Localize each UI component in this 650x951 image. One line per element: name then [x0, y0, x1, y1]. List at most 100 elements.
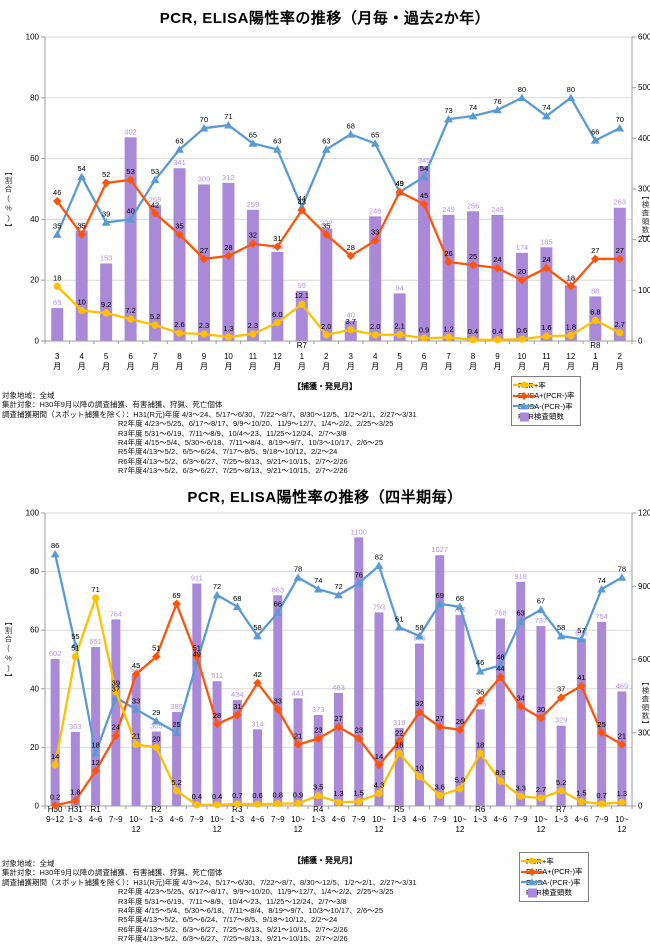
svg-text:月: 月 — [322, 362, 330, 371]
svg-text:39: 39 — [102, 209, 110, 218]
svg-text:31: 31 — [273, 234, 281, 243]
svg-text:0.6: 0.6 — [252, 791, 262, 800]
svg-text:10~: 10~ — [291, 815, 305, 824]
svg-text:6.0: 6.0 — [272, 310, 282, 319]
svg-text:0.4: 0.4 — [192, 792, 202, 801]
svg-text:月: 月 — [53, 362, 61, 371]
svg-text:434: 434 — [231, 690, 244, 699]
svg-text:18: 18 — [53, 273, 61, 282]
svg-text:R1: R1 — [90, 805, 101, 814]
series-pcr-head-count-bars — [50, 537, 627, 806]
svg-text:7: 7 — [446, 352, 451, 361]
svg-text:7~9: 7~9 — [190, 815, 204, 824]
note-line: 対象地域：全域 — [2, 391, 55, 400]
svg-text:309: 309 — [198, 174, 211, 183]
note-line: R2年度 4/23～5/25、6/17～8/17、9/9～10/20、11/9～… — [118, 419, 394, 429]
svg-text:0: 0 — [638, 802, 643, 811]
svg-text:469: 469 — [616, 681, 629, 690]
svg-text:68: 68 — [347, 121, 355, 130]
svg-text:月: 月 — [224, 362, 232, 371]
svg-text:4~6: 4~6 — [170, 815, 184, 824]
svg-text:27: 27 — [334, 714, 342, 723]
svg-text:1.8: 1.8 — [566, 323, 576, 332]
svg-text:37: 37 — [557, 685, 565, 694]
series-line-elisa_minus — [52, 93, 625, 238]
svg-text:月: 月 — [493, 362, 501, 371]
svg-text:21: 21 — [618, 731, 626, 740]
svg-text:54: 54 — [78, 164, 86, 173]
svg-text:28: 28 — [347, 243, 355, 252]
svg-text:45: 45 — [420, 191, 428, 200]
svg-text:1027: 1027 — [431, 545, 448, 554]
svg-text:67: 67 — [537, 597, 545, 606]
chart2-xaxis-title: 【捕獲・発見月】 — [293, 856, 357, 865]
svg-text:71: 71 — [91, 585, 99, 594]
svg-text:737: 737 — [535, 616, 548, 625]
legend-item-bars: PCR検査頭数 — [518, 412, 574, 423]
svg-text:月: 月 — [249, 362, 257, 371]
svg-text:305: 305 — [150, 722, 163, 731]
svg-text:月: 月 — [591, 362, 599, 371]
series-line-elisa_plus — [52, 175, 625, 291]
svg-text:66: 66 — [591, 127, 599, 136]
svg-text:3.5: 3.5 — [313, 783, 323, 792]
svg-text:51: 51 — [193, 644, 201, 653]
svg-text:25: 25 — [469, 252, 477, 261]
legend-label: PCR検査頭数 — [526, 888, 572, 898]
svg-text:10~: 10~ — [372, 815, 386, 824]
svg-text:500: 500 — [638, 83, 650, 92]
chart1-notes: 対象地域：全域 集計対象：H30年9月以降の調査捕獲、有害捕獲、狩猟、死亡個体 調査… — [2, 391, 417, 476]
svg-text:55: 55 — [71, 632, 79, 641]
svg-text:月: 月 — [200, 362, 208, 371]
svg-text:1.2: 1.2 — [443, 324, 453, 333]
svg-text:1.3: 1.3 — [223, 324, 233, 333]
svg-text:40: 40 — [126, 206, 134, 215]
svg-text:18: 18 — [567, 273, 575, 282]
svg-text:月: 月 — [445, 362, 453, 371]
svg-text:7: 7 — [153, 352, 158, 361]
svg-text:12: 12 — [294, 825, 303, 834]
chart1-legend: PCR+率 ELISA+(PCR-)率 ELISA-(PCR-)率 PCR検査頭数 — [511, 376, 582, 426]
svg-text:月: 月 — [396, 362, 404, 371]
svg-text:42: 42 — [253, 670, 261, 679]
svg-text:1.5: 1.5 — [354, 789, 364, 798]
svg-text:20: 20 — [30, 276, 39, 285]
svg-text:H31: H31 — [68, 805, 83, 814]
svg-text:5: 5 — [104, 352, 109, 361]
svg-text:63: 63 — [273, 136, 281, 145]
value-labels-pcr: 14 51 71 39 21 20 5.2 0.4 0.4 0.7 0.6 0.8 0.9 3.5 1.3 1… — [51, 585, 627, 801]
svg-text:10~: 10~ — [615, 815, 629, 824]
svg-text:9.2: 9.2 — [101, 300, 111, 309]
svg-text:63: 63 — [322, 136, 330, 145]
svg-text:0: 0 — [35, 337, 40, 346]
svg-text:0: 0 — [35, 802, 40, 811]
svg-text:36: 36 — [476, 688, 484, 697]
svg-text:21: 21 — [294, 731, 302, 740]
svg-text:月: 月 — [273, 362, 281, 371]
svg-text:9: 9 — [202, 352, 207, 361]
svg-text:74: 74 — [597, 576, 605, 585]
svg-text:14: 14 — [375, 752, 383, 761]
svg-text:80: 80 — [30, 567, 39, 576]
svg-text:12: 12 — [536, 825, 545, 834]
svg-text:63: 63 — [517, 608, 525, 617]
svg-text:1~3: 1~3 — [392, 815, 406, 824]
svg-text:345: 345 — [418, 156, 431, 165]
svg-text:R3: R3 — [232, 805, 243, 814]
svg-text:11: 11 — [249, 352, 258, 361]
axes: 0 20 40 60 80 100 0 100 200 300 400 500 600 — [26, 33, 650, 346]
elisa_minus-marker-icon — [521, 878, 543, 886]
svg-text:3.3: 3.3 — [515, 783, 525, 792]
value-labels-elisa_plus: 0.2 1.8 12 24 45 51 69 51 28 31 42 33 21 23 27 23 14 22 32… — [50, 591, 626, 802]
svg-text:312: 312 — [222, 173, 235, 182]
note-line: R2年度 4/23～5/25、6/17～8/17、9/9～10/20、11/9～… — [118, 887, 394, 897]
chart2-legend: PCR+率 ELISA+(PCR-)率 ELISA-(PCR-)率 PCR検査頭数 — [519, 852, 590, 902]
svg-text:0.9: 0.9 — [293, 790, 303, 799]
svg-text:25: 25 — [597, 720, 605, 729]
svg-text:0.7: 0.7 — [596, 791, 606, 800]
svg-text:329: 329 — [555, 716, 568, 725]
svg-text:月: 月 — [518, 362, 526, 371]
svg-text:21: 21 — [132, 731, 140, 740]
svg-text:27: 27 — [200, 246, 208, 255]
